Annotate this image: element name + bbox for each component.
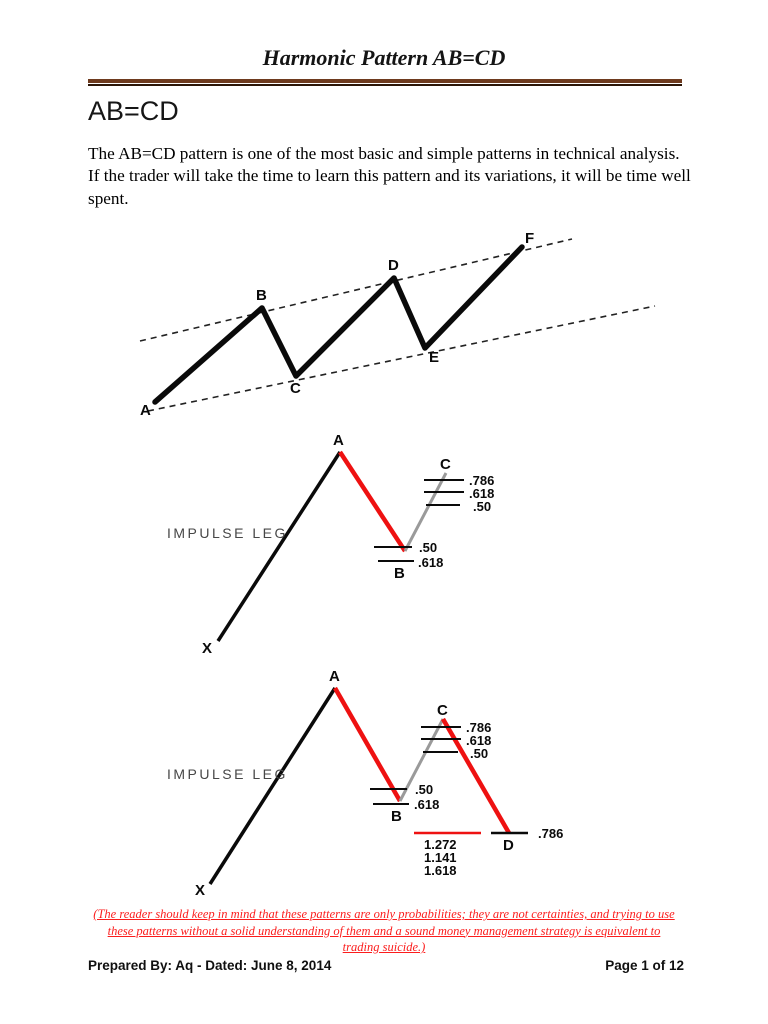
abcd-completion-diagram: IMPULSE LEG X A C B D .786 .618 .50 .50 … (167, 668, 563, 899)
section-heading: AB=CD (88, 96, 179, 126)
lower-trendline-dashed (147, 305, 656, 412)
zigzag-channel-diagram: A B C D E F (139, 230, 656, 419)
point-label-d: D (388, 257, 399, 274)
disclaimer-line-2: these patterns without a solid understan… (107, 923, 661, 938)
impulse-leg-xa (208, 687, 337, 885)
footer-prepared-by: Prepared By: Aq - Dated: June 8, 2014 (88, 958, 332, 973)
point-label-b: B (394, 565, 405, 582)
price-zigzag-path (152, 244, 525, 405)
impulse-leg-label: IMPULSE LEG (167, 766, 288, 782)
extension-1141: 1.141 (424, 850, 457, 865)
c-retracement-618: .618 (469, 486, 494, 501)
c-retracement-786: .786 (469, 473, 494, 488)
point-label-c: C (440, 456, 451, 473)
impulse-leg-label: IMPULSE LEG (167, 525, 288, 541)
c-retracement-786: .786 (466, 720, 491, 735)
point-label-c: C (437, 702, 448, 719)
disclaimer-line-1: (The reader should keep in mind that the… (93, 907, 675, 921)
b-retracement-618: .618 (418, 555, 443, 570)
impulse-leg-xa (216, 451, 342, 642)
point-label-a: A (333, 432, 344, 449)
point-label-d: D (503, 837, 514, 854)
b-retracement-618: .618 (414, 797, 439, 812)
ab-leg-red (333, 686, 402, 803)
point-label-c: C (290, 380, 301, 397)
c-retracement-50: .50 (470, 746, 488, 761)
intro-paragraph: The AB=CD pattern is one of the most bas… (88, 144, 691, 208)
ab-leg-red (338, 450, 407, 553)
point-label-f: F (525, 230, 534, 247)
c-retracement-618: .618 (466, 733, 491, 748)
point-label-a: A (329, 668, 340, 685)
risk-disclaimer: (The reader should keep in mind that the… (60, 906, 708, 956)
disclaimer-line-3: trading suicide.) (342, 940, 426, 954)
title-divider-thick-line (88, 79, 682, 83)
bc-leg-gray (398, 718, 445, 802)
upper-trendline-dashed (139, 238, 573, 342)
extension-1618: 1.618 (424, 863, 457, 878)
b-retracement-50: .50 (415, 782, 433, 797)
point-label-x: X (195, 882, 205, 899)
point-label-b: B (391, 808, 402, 825)
title-divider-thin-line (88, 84, 682, 86)
impulse-leg-diagram: IMPULSE LEG X A C B .786 .618 .50 .50 .6… (167, 432, 494, 657)
point-label-a: A (140, 402, 151, 419)
title-divider (88, 79, 682, 86)
point-label-b: B (256, 287, 267, 304)
point-label-e: E (429, 349, 439, 366)
footer-page-number: Page 1 of 12 (605, 958, 684, 973)
c-retracement-50: .50 (473, 499, 491, 514)
b-retracement-50: .50 (419, 540, 437, 555)
bc-leg-gray (403, 472, 448, 552)
point-label-x: X (202, 640, 212, 657)
d-completion-786: .786 (538, 826, 563, 841)
extension-1272: 1.272 (424, 837, 457, 852)
page-title: Harmonic Pattern AB=CD (262, 45, 506, 70)
